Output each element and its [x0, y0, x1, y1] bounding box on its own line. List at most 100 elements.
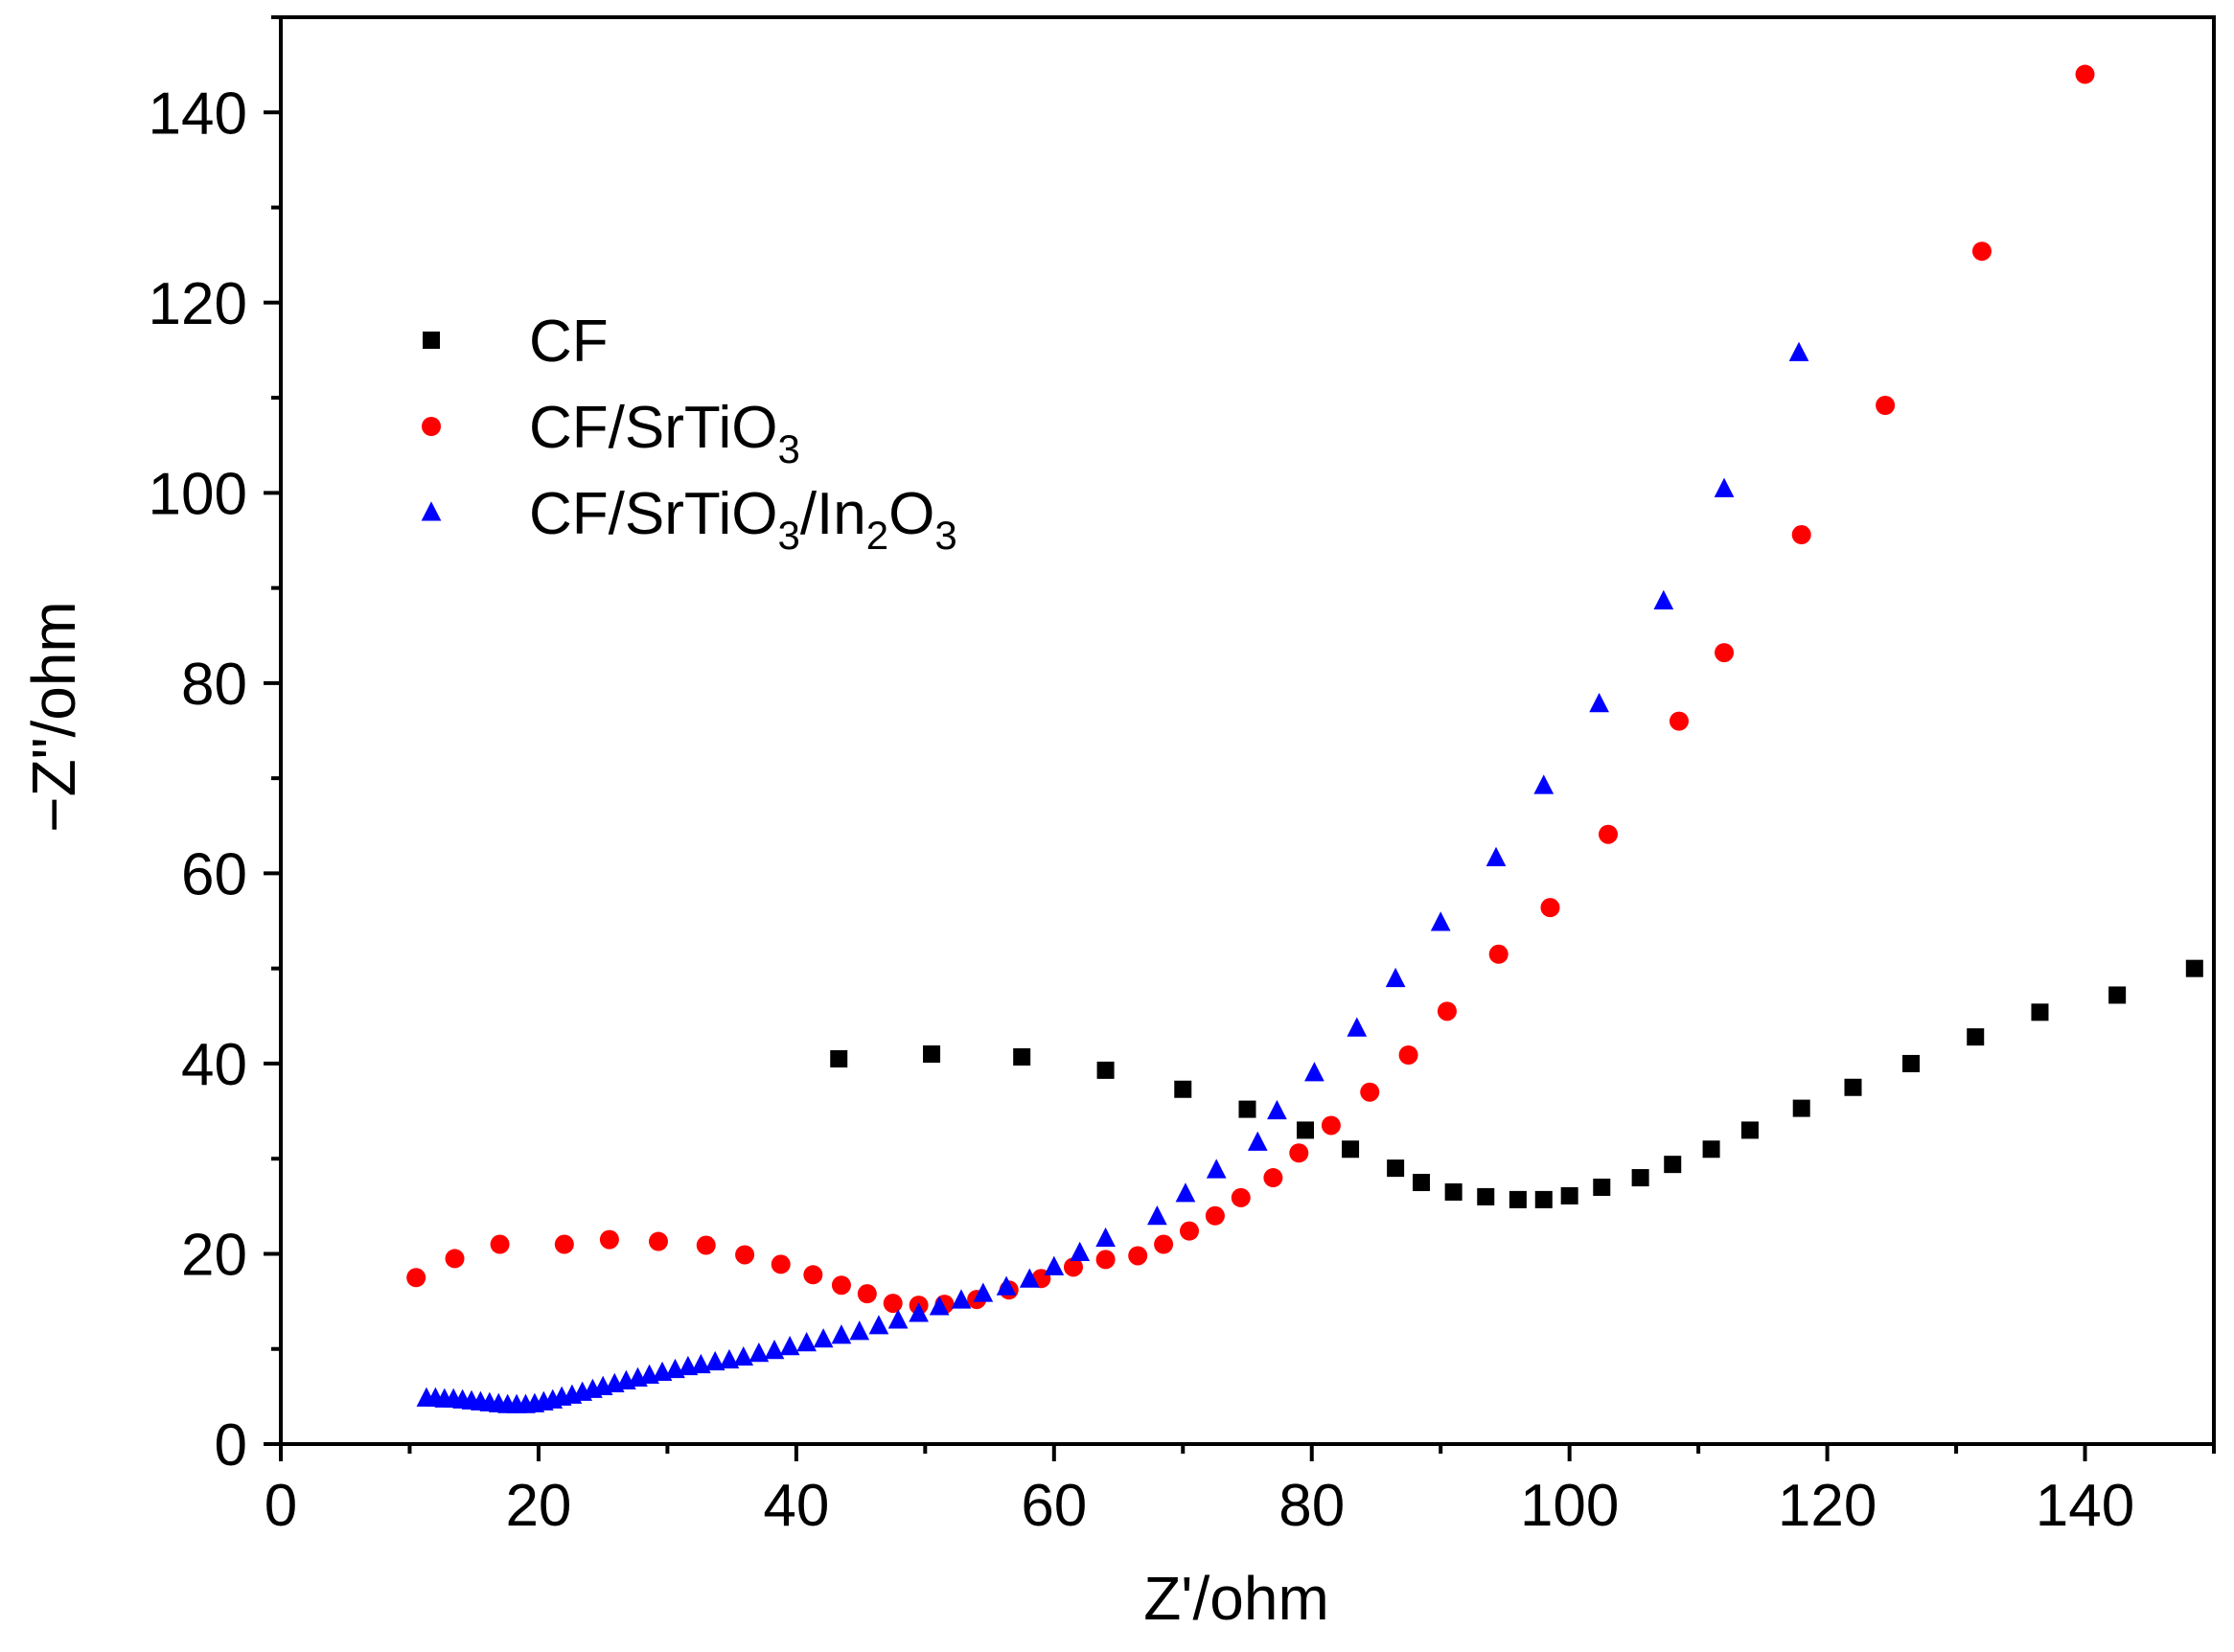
data-point — [803, 1265, 823, 1285]
legend-label: CF/SrTiO3 — [529, 395, 800, 471]
data-point — [929, 1296, 950, 1316]
x-tick-label: 80 — [1278, 1473, 1345, 1539]
data-point — [1477, 1187, 1495, 1205]
legend: CF CF/SrTiO3 CF/SrTiO3/In2O3 — [421, 309, 957, 558]
legend-marker — [422, 417, 441, 436]
data-point — [719, 1348, 740, 1369]
y-axis-label: −Z"/ohm — [19, 601, 88, 832]
data-point — [1967, 1028, 1985, 1046]
data-point — [691, 1353, 711, 1374]
legend-marker — [423, 332, 440, 349]
data-point — [1488, 944, 1509, 964]
data-point — [1653, 589, 1674, 610]
data-point — [951, 1289, 972, 1309]
series-circle — [406, 64, 2095, 1316]
data-point — [1096, 1061, 1115, 1079]
data-point — [923, 1045, 941, 1064]
data-point — [1740, 1121, 1759, 1139]
data-point — [1206, 1159, 1227, 1179]
data-point — [490, 1234, 510, 1254]
data-point — [1413, 1174, 1431, 1192]
data-point — [1560, 1186, 1578, 1205]
data-marks — [406, 64, 2203, 1413]
plot-frame — [279, 15, 2216, 1446]
y-tick-label: 100 — [149, 461, 247, 527]
data-point — [1019, 1268, 1040, 1288]
data-point — [1599, 824, 1619, 844]
data-point — [1238, 1100, 1256, 1118]
data-point — [1485, 846, 1507, 867]
data-point — [1147, 1205, 1167, 1226]
data-point — [1013, 1047, 1031, 1066]
data-point — [973, 1282, 994, 1302]
data-point — [1231, 1187, 1251, 1207]
y-tick-label: 0 — [215, 1412, 247, 1479]
data-point — [749, 1342, 770, 1363]
axis-ticks: 0 20 40 60 80 100 120 140 0 20 40 60 80 100 120 140 — [149, 15, 2216, 1539]
y-tick-label: 40 — [181, 1032, 247, 1098]
data-point — [849, 1320, 870, 1341]
data-point — [1297, 1121, 1315, 1139]
data-point — [696, 1235, 716, 1255]
data-point — [996, 1275, 1017, 1296]
data-point — [704, 1350, 725, 1371]
data-point — [1788, 341, 1809, 361]
data-point — [831, 1275, 851, 1296]
x-axis-label: Z'/ohm — [1143, 1564, 1329, 1633]
y-tick-label: 60 — [181, 841, 247, 907]
data-point — [1267, 1099, 1287, 1120]
data-point — [1971, 241, 1992, 262]
data-point — [445, 1249, 465, 1269]
data-point — [1714, 477, 1735, 497]
data-point — [2185, 959, 2203, 977]
data-point — [2031, 1003, 2049, 1021]
data-point — [1304, 1062, 1324, 1082]
data-point — [599, 1229, 619, 1250]
data-point — [1128, 1246, 1148, 1266]
data-point — [1589, 692, 1609, 713]
data-point — [1044, 1255, 1065, 1275]
data-point — [831, 1324, 852, 1344]
data-point — [733, 1345, 754, 1366]
y-tick-label: 20 — [181, 1222, 247, 1288]
data-point — [735, 1245, 755, 1265]
data-point — [1509, 1190, 1527, 1208]
legend-label: CF — [529, 309, 609, 375]
data-point — [1179, 1221, 1199, 1241]
data-point — [779, 1336, 800, 1356]
x-tick-label: 60 — [1021, 1473, 1087, 1539]
data-point — [1342, 1140, 1360, 1159]
data-point — [2108, 986, 2127, 1004]
data-point — [1263, 1168, 1283, 1188]
data-point — [1715, 643, 1735, 663]
data-point — [1792, 1099, 1810, 1117]
x-tick-label: 0 — [265, 1473, 297, 1539]
data-point — [1360, 1082, 1380, 1102]
x-tick-label: 140 — [2036, 1473, 2134, 1539]
data-point — [1593, 1178, 1611, 1196]
data-point — [2075, 64, 2095, 84]
x-tick-label: 20 — [505, 1473, 571, 1539]
data-point — [1902, 1054, 1921, 1072]
data-point — [1631, 1169, 1649, 1187]
data-point — [1534, 1190, 1553, 1208]
data-point — [1664, 1156, 1682, 1174]
data-point — [887, 1309, 909, 1329]
series-square — [830, 959, 2203, 1208]
data-point — [764, 1340, 785, 1360]
x-tick-label: 100 — [1520, 1473, 1619, 1539]
data-point — [1095, 1250, 1116, 1270]
data-point — [1174, 1080, 1192, 1098]
data-point — [1289, 1143, 1309, 1163]
data-point — [1540, 898, 1560, 918]
x-tick-label: 40 — [763, 1473, 829, 1539]
data-point — [1095, 1227, 1116, 1248]
data-point — [1444, 1182, 1462, 1201]
x-tick-label: 120 — [1778, 1473, 1877, 1539]
data-point — [857, 1284, 877, 1304]
data-point — [1070, 1241, 1091, 1261]
data-point — [406, 1268, 426, 1288]
legend-label: CF/SrTiO3/In2O3 — [529, 481, 957, 558]
